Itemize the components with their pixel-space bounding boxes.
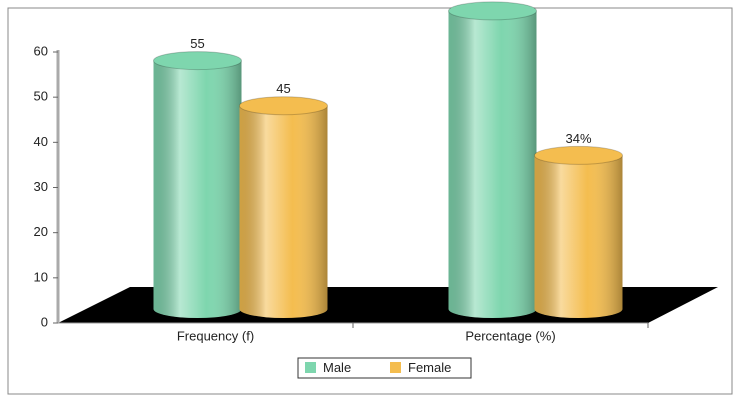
value-label: 55 [190, 36, 204, 51]
cylinder-top [534, 145, 623, 165]
y-tick-label: 0 [41, 314, 48, 329]
x-tick-label: Percentage (%) [465, 328, 555, 343]
legend-label: Female [408, 360, 451, 375]
legend-swatch [390, 362, 401, 373]
y-tick-label: 40 [34, 134, 48, 149]
y-tick-label: 50 [34, 89, 48, 104]
y-tick-label: 20 [34, 224, 48, 239]
x-tick-label: Frequency (f) [177, 328, 254, 343]
legend-box [297, 357, 472, 379]
cylinder-shade [534, 155, 623, 318]
value-label: 34% [565, 131, 591, 146]
legend-label: Male [323, 360, 351, 375]
cylinder-top [153, 51, 242, 71]
cylinder-shade [153, 60, 242, 318]
y-tick-label: 10 [34, 269, 48, 284]
cylinder-top [239, 96, 328, 116]
y-tick-label: 30 [34, 179, 48, 194]
cylinder-top [448, 1, 537, 21]
y-tick-label: 60 [34, 43, 48, 58]
value-label: 45 [276, 81, 290, 96]
cylinder-shade [448, 10, 537, 319]
legend-swatch [305, 362, 316, 373]
cylinder-shade [239, 105, 328, 318]
chart-frame [7, 7, 733, 395]
value-label: 66% [479, 0, 505, 1]
